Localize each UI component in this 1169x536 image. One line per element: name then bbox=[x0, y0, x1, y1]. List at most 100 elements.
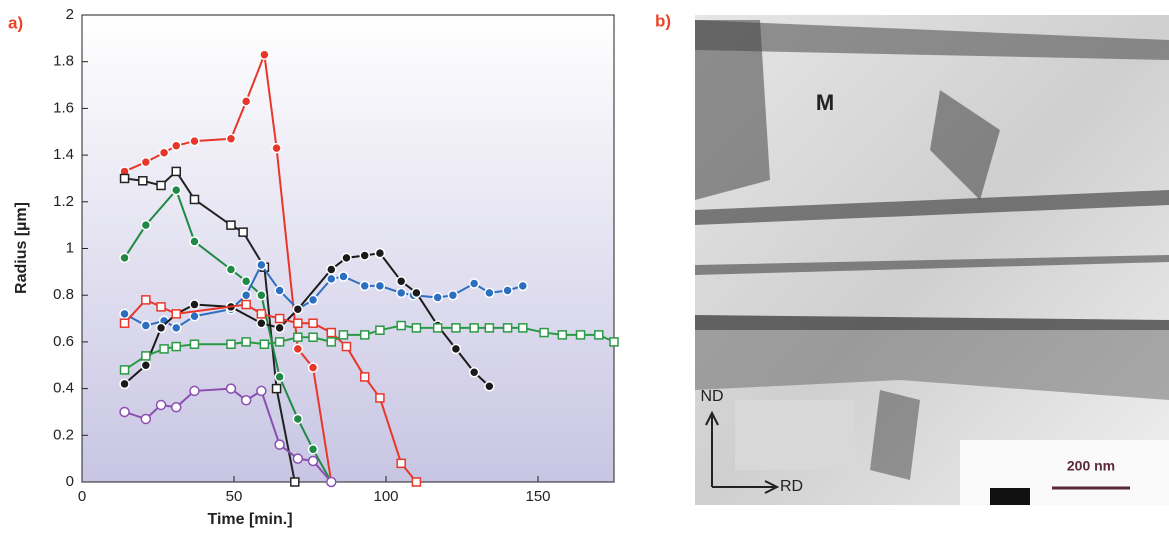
marker bbox=[396, 458, 406, 469]
dark-spot bbox=[990, 488, 1030, 505]
marker bbox=[359, 330, 370, 340]
marker bbox=[502, 323, 513, 333]
marker bbox=[395, 287, 407, 299]
marker bbox=[326, 327, 337, 338]
y-tick-label: 2 bbox=[66, 6, 74, 23]
marker bbox=[293, 332, 303, 342]
marker bbox=[226, 339, 236, 349]
marker bbox=[484, 381, 495, 392]
marker bbox=[447, 289, 459, 301]
band bbox=[695, 20, 770, 200]
marker bbox=[341, 341, 352, 352]
nd-label: ND bbox=[700, 388, 723, 405]
axes-arrows bbox=[705, 410, 780, 494]
marker bbox=[274, 439, 285, 450]
band bbox=[695, 315, 1169, 330]
panel-label: a) bbox=[8, 13, 23, 32]
marker bbox=[307, 362, 319, 373]
marker bbox=[341, 252, 352, 264]
marker bbox=[557, 330, 568, 340]
marker bbox=[119, 365, 130, 375]
marker bbox=[141, 351, 151, 361]
marker bbox=[240, 275, 252, 287]
marker bbox=[170, 140, 182, 152]
marker bbox=[140, 413, 152, 425]
marker bbox=[225, 133, 237, 145]
marker bbox=[119, 252, 130, 264]
marker bbox=[119, 378, 130, 390]
y-tick-label: 1.4 bbox=[53, 146, 74, 163]
marker bbox=[411, 323, 422, 333]
marker bbox=[292, 303, 304, 315]
marker bbox=[238, 227, 248, 237]
x-tick-label: 50 bbox=[226, 488, 243, 505]
marker bbox=[189, 310, 200, 322]
marker bbox=[240, 289, 252, 301]
marker bbox=[158, 147, 170, 159]
marker bbox=[189, 339, 200, 349]
marker bbox=[241, 299, 251, 310]
marker bbox=[469, 323, 479, 333]
marker bbox=[359, 250, 370, 261]
band bbox=[695, 330, 1169, 400]
plot-area bbox=[81, 14, 615, 483]
marker bbox=[140, 360, 152, 371]
y-tick-label: 1 bbox=[66, 239, 74, 256]
marker bbox=[307, 294, 319, 306]
marker bbox=[326, 264, 337, 275]
marker bbox=[226, 220, 236, 230]
marker bbox=[432, 323, 443, 333]
marker bbox=[274, 313, 285, 324]
marker bbox=[189, 299, 200, 310]
marker bbox=[156, 302, 166, 312]
series-layer bbox=[119, 49, 619, 488]
marker bbox=[359, 372, 370, 382]
scale-bar-label: 200 nm bbox=[1067, 458, 1115, 474]
marker bbox=[256, 385, 267, 397]
marker bbox=[189, 135, 200, 147]
marker bbox=[326, 476, 337, 488]
marker bbox=[468, 278, 480, 289]
marker bbox=[140, 320, 152, 331]
x-axis-title: Time [min.] bbox=[207, 511, 292, 528]
marker bbox=[119, 308, 130, 320]
x-tick-label: 150 bbox=[525, 488, 550, 505]
series-line bbox=[124, 169, 296, 483]
marker bbox=[292, 453, 304, 464]
marker bbox=[308, 332, 318, 342]
marker bbox=[170, 322, 182, 334]
band bbox=[695, 20, 1169, 60]
marker bbox=[256, 309, 267, 319]
marker bbox=[292, 343, 304, 355]
marker bbox=[326, 273, 337, 285]
marker bbox=[290, 477, 300, 487]
marker bbox=[326, 337, 337, 347]
marker bbox=[338, 271, 349, 282]
y-tick-label: 1.8 bbox=[53, 53, 74, 70]
marker bbox=[396, 320, 406, 331]
y-tick-label: 0.6 bbox=[53, 333, 74, 350]
marker bbox=[256, 317, 267, 329]
marker bbox=[274, 322, 285, 334]
marker bbox=[518, 323, 528, 333]
marker bbox=[374, 280, 386, 292]
x-tick-label: 100 bbox=[373, 488, 398, 505]
y-tick-label: 0.4 bbox=[53, 380, 74, 397]
y-axis-title: Radius [µm] bbox=[13, 202, 30, 294]
marker bbox=[171, 309, 181, 319]
micrograph: b) M ND RD 200 nm bbox=[655, 11, 1169, 505]
y-tick-label: 1.2 bbox=[53, 193, 74, 210]
marker bbox=[338, 330, 349, 340]
marker bbox=[170, 402, 182, 413]
marker bbox=[308, 318, 318, 328]
marker bbox=[484, 287, 495, 299]
marker bbox=[502, 285, 513, 296]
marker bbox=[225, 383, 237, 394]
marker bbox=[119, 173, 130, 184]
marker bbox=[240, 395, 252, 406]
marker bbox=[517, 280, 529, 292]
band bbox=[870, 390, 920, 480]
marker bbox=[119, 406, 130, 418]
band bbox=[695, 255, 1169, 275]
